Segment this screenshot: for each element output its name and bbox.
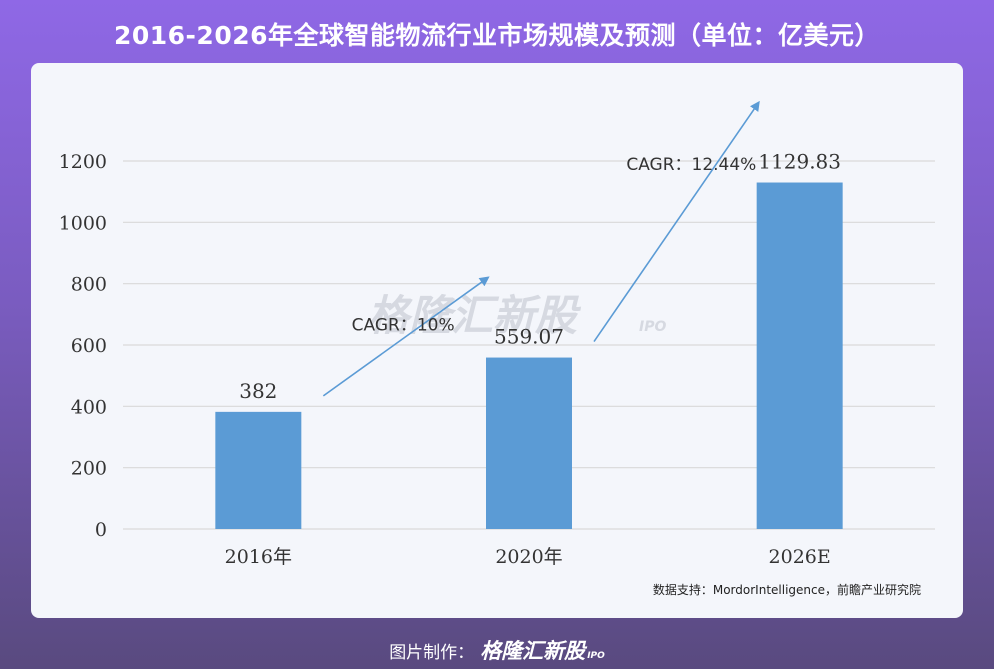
bar [486, 357, 572, 529]
footer: 图片制作： 格隆汇新股 IPO [0, 635, 994, 665]
cagr-label: CAGR：10% [352, 316, 455, 336]
bar [215, 411, 302, 529]
y-tick-label: 200 [71, 458, 107, 480]
watermark-text: 格隆汇新股 [367, 291, 582, 340]
watermark-suffix: IPO [639, 319, 666, 335]
cagr-arrow [322, 276, 490, 397]
cagr-label: CAGR：12.44% [626, 155, 756, 175]
data-label: 559.07 [494, 325, 564, 349]
chart-card: 0 200 400 600 800 1000 1200 格隆汇新股 IPO 382 2016年… [31, 63, 963, 618]
bar [756, 182, 843, 529]
y-tick-label: 1200 [59, 151, 107, 173]
y-tick-label: 800 [71, 274, 107, 296]
footer-brand: 格隆汇新股 [480, 639, 586, 663]
y-tick-label: 400 [71, 396, 107, 418]
x-tick-label: 2026E [769, 546, 831, 568]
bar-chart: 0 200 400 600 800 1000 1200 格隆汇新股 IPO 382 2016年… [59, 100, 935, 568]
y-tick-label: 1000 [59, 212, 107, 234]
data-label: 1129.83 [758, 150, 841, 174]
x-tick-label: 2020年 [495, 546, 562, 568]
footer-label: 图片制作： [389, 643, 475, 663]
y-tick-label: 0 [95, 519, 107, 541]
data-source: 数据支持：MordorIntelligence，前瞻产业研究院 [652, 583, 921, 597]
cagr-arrow [593, 100, 760, 343]
watermark: 格隆汇新股 IPO [367, 291, 666, 340]
y-tick-label: 600 [71, 335, 107, 357]
footer-brand-suffix: IPO [587, 651, 605, 661]
x-tick-label: 2016年 [225, 546, 292, 568]
data-label: 382 [239, 379, 277, 403]
chart-title: 2016-2026年全球智能物流行业市场规模及预测（单位：亿美元） [113, 21, 881, 50]
